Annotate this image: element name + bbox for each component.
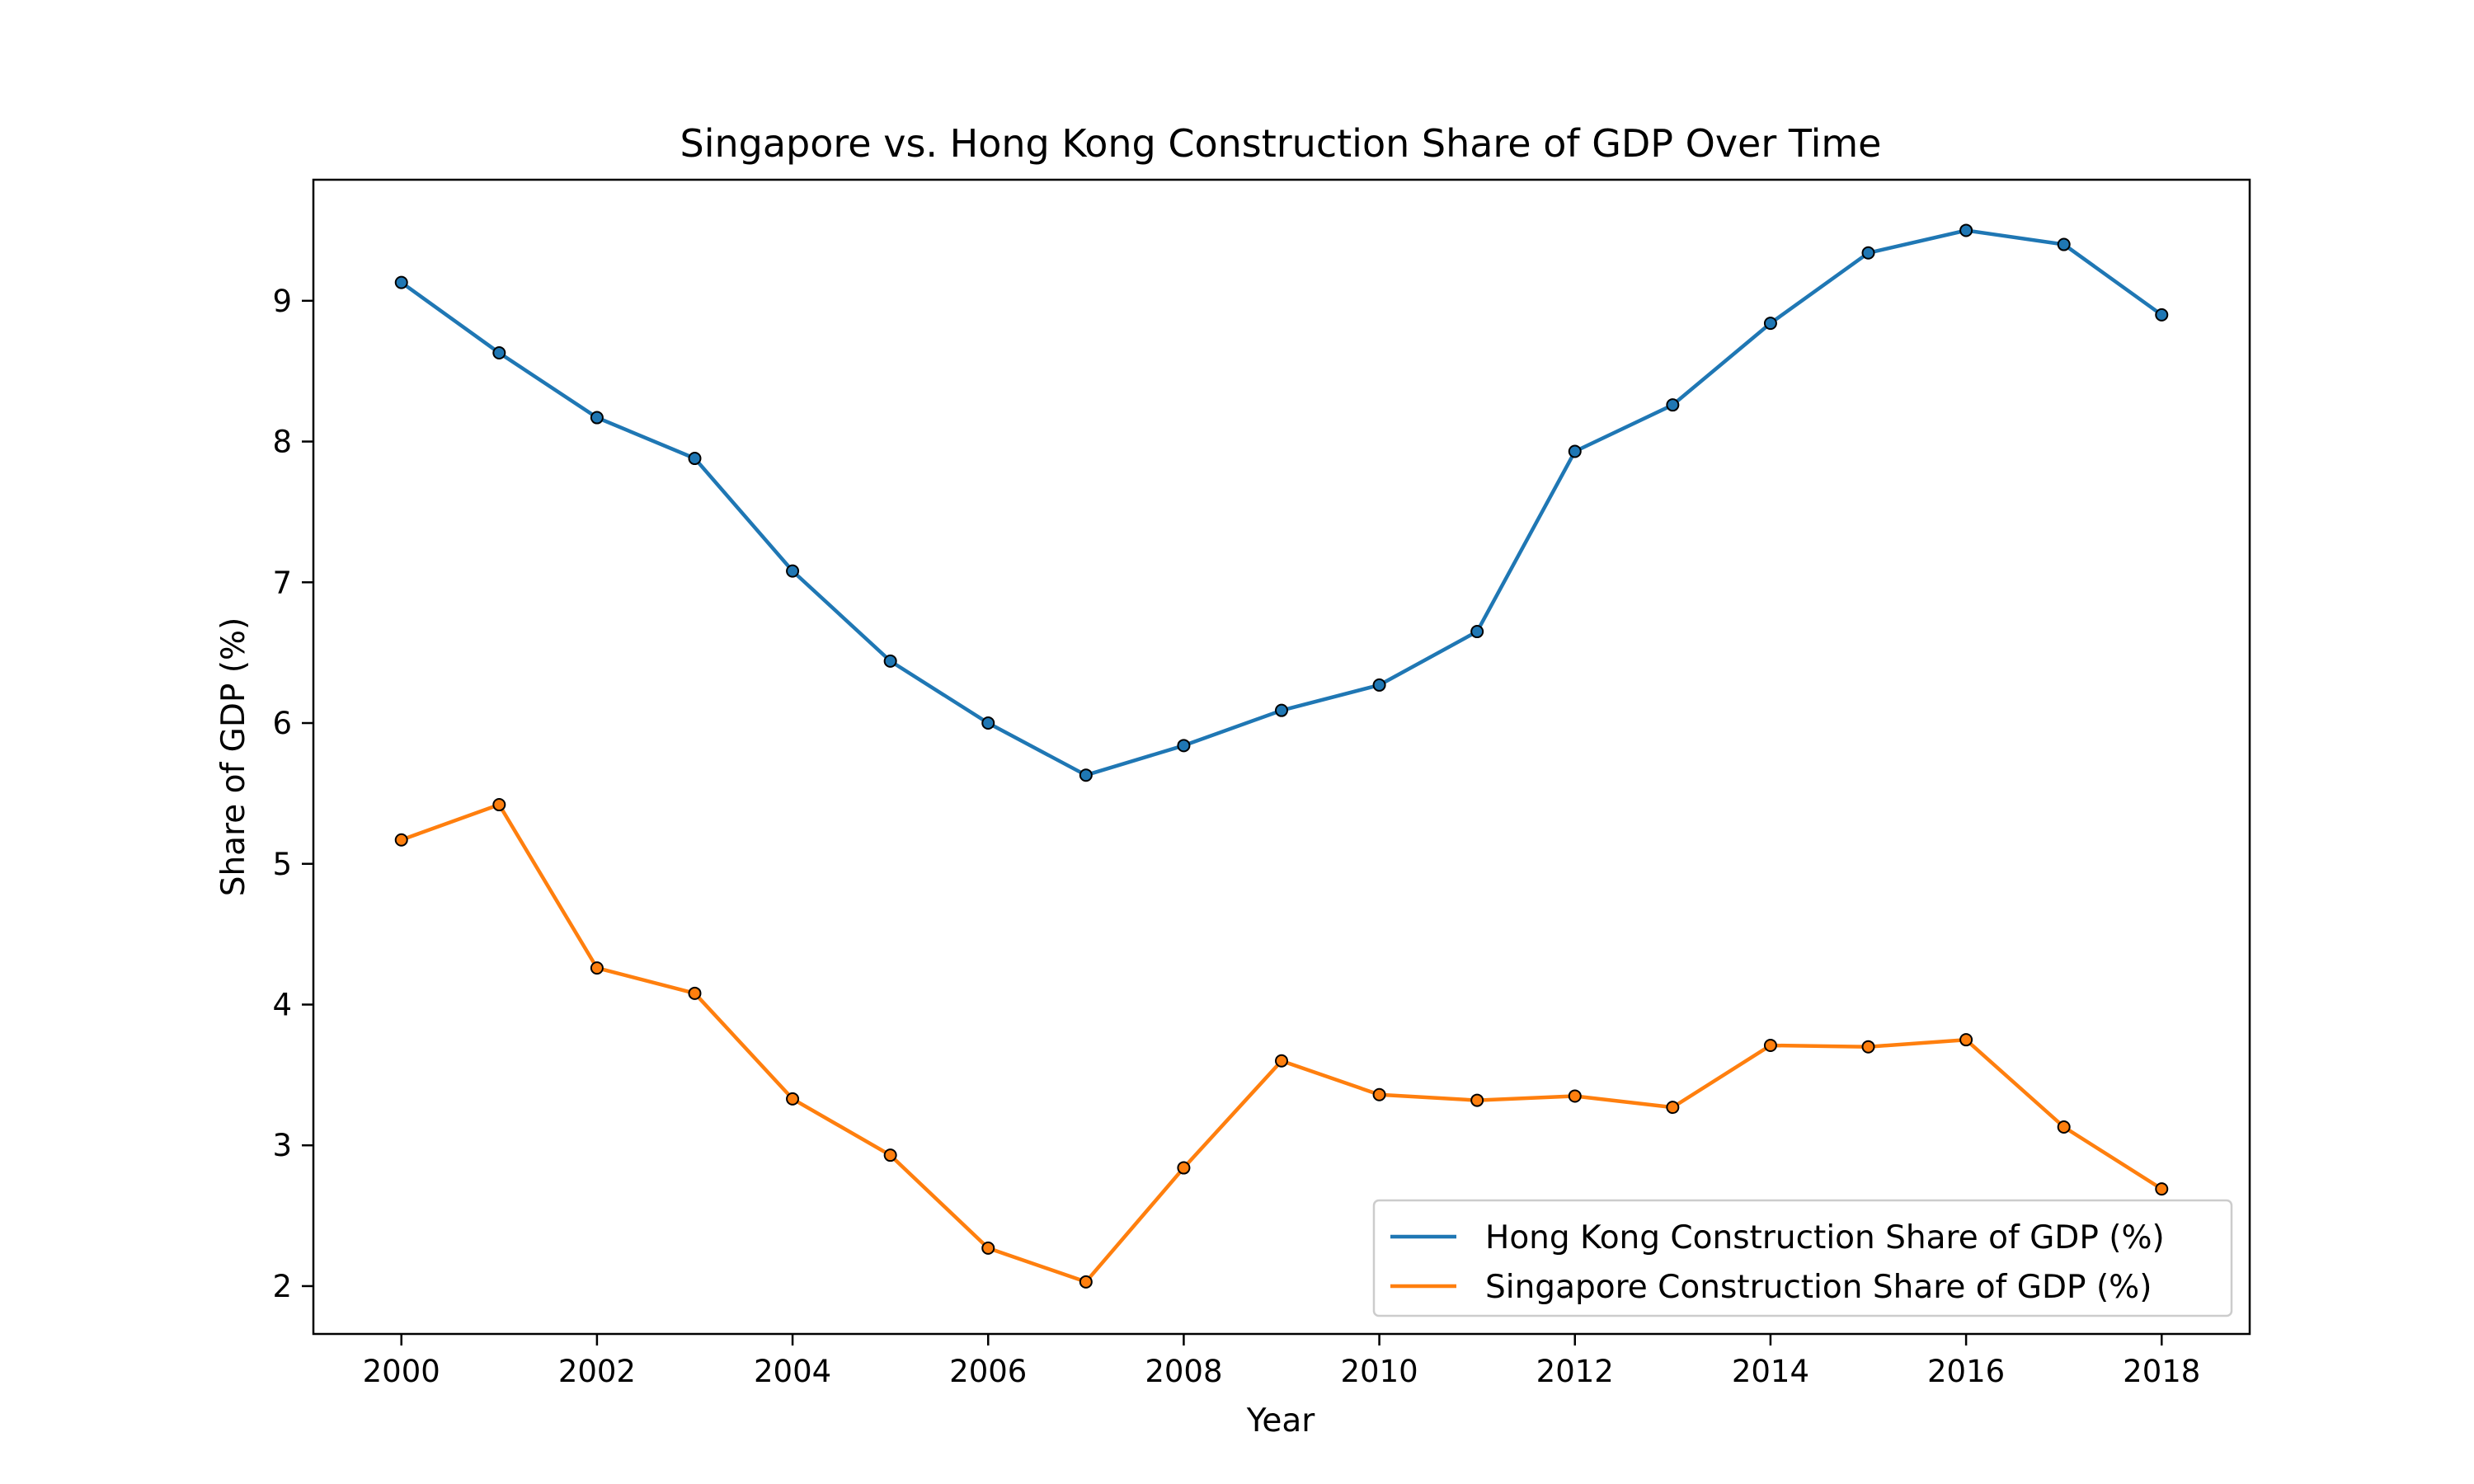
data-point [1372,1087,1386,1101]
x-tick-label: 2004 [754,1354,831,1389]
data-point [1763,1039,1777,1052]
data-point [1763,317,1777,331]
x-tick-label: 2012 [1536,1354,1614,1389]
y-tick-label: 2 [272,1269,292,1304]
x-tick-label: 2018 [2123,1354,2200,1389]
data-point [1275,1054,1288,1068]
data-point [1275,703,1288,717]
x-tick-label: 2010 [1340,1354,1418,1389]
data-point [394,833,408,847]
data-point [1470,625,1484,639]
data-point [2155,1182,2169,1196]
data-point [883,654,897,668]
x-tick-label: 2002 [558,1354,636,1389]
data-point [590,411,604,425]
data-point [394,275,408,289]
data-point [590,961,604,975]
y-tick-label: 5 [272,847,292,882]
data-point [1666,1101,1680,1115]
data-point [981,716,995,730]
plot-frame [312,178,2251,1336]
y-tick-label: 8 [272,425,292,460]
data-point [2057,237,2071,251]
data-point [1861,246,1875,260]
y-tick-label: 3 [272,1128,292,1163]
legend-label: Hong Kong Construction Share of GDP (%) [1485,1219,2165,1256]
data-point [688,452,702,466]
data-point [1079,1275,1093,1289]
y-tick-label: 6 [272,706,292,741]
data-point [1959,223,1973,237]
data-point [786,564,800,578]
chart-title: Singapore vs. Hong Kong Construction Sha… [680,121,1882,166]
x-tick-label: 2016 [1927,1354,2005,1389]
legend-box [1372,1199,2233,1317]
data-point [883,1148,897,1162]
data-point [1959,1033,1973,1047]
data-point [1079,768,1093,782]
x-axis: 2000 2002 2004 2006 2008 2010 2012 2014 2016 2018 [363,1334,2200,1389]
x-axis-label: Year [1246,1402,1316,1439]
x-tick-label: 2008 [1145,1354,1222,1389]
data-point [1666,398,1680,412]
data-point [2155,308,2169,322]
data-point [1861,1040,1875,1054]
data-point [981,1241,995,1255]
y-axis: 2 3 4 5 6 7 8 9 [272,284,313,1304]
y-axis-label: Share of GDP (%) [215,618,252,897]
data-point [492,346,506,359]
data-point [1177,1161,1191,1175]
x-tick-label: 2006 [949,1354,1027,1389]
y-tick-label: 7 [272,565,292,600]
x-tick-label: 2014 [1732,1354,1809,1389]
data-point [1568,444,1582,458]
data-point [492,798,506,812]
data-point [1568,1089,1582,1103]
legend-label: Singapore Construction Share of GDP (%) [1485,1269,2152,1306]
y-tick-label: 4 [272,987,292,1022]
data-point [786,1092,800,1106]
data-point [1177,739,1191,753]
legend: Hong Kong Construction Share of GDP (%) S… [1372,1199,2233,1317]
data-point [1372,678,1386,692]
plot-area [394,223,2169,1289]
x-tick-label: 2000 [363,1354,440,1389]
data-point [1470,1093,1484,1107]
data-point [688,986,702,1000]
series-2 [394,798,2169,1289]
y-tick-label: 9 [272,284,292,319]
data-point [2057,1120,2071,1134]
series-1 [394,223,2169,782]
